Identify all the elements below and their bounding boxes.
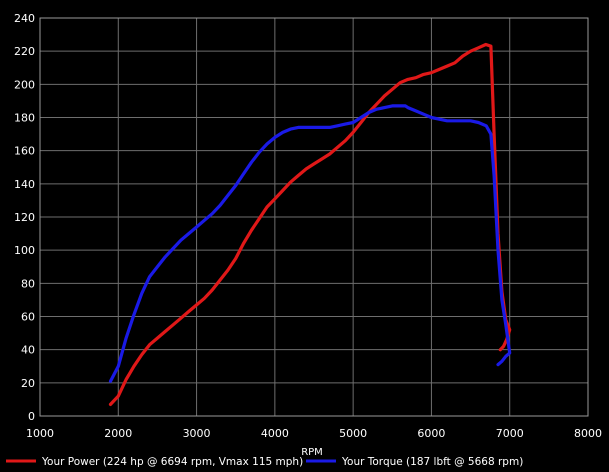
y-tick-label: 140 xyxy=(14,178,35,191)
y-tick-label: 200 xyxy=(14,78,35,91)
plot-frame xyxy=(39,17,589,417)
x-tick-label: 2000 xyxy=(104,427,132,440)
torque-series-line xyxy=(108,104,512,383)
y-tick-label: 60 xyxy=(21,311,35,324)
y-tick-label: 180 xyxy=(14,112,35,125)
x-tick-label: 3000 xyxy=(183,427,211,440)
y-tick-label: 40 xyxy=(21,344,35,357)
power-series-line xyxy=(108,42,512,406)
series xyxy=(108,42,512,406)
y-tick-label: 0 xyxy=(28,410,35,423)
x-tick-label: 4000 xyxy=(261,427,289,440)
y-tick-label: 80 xyxy=(21,277,35,290)
x-tick-label: 6000 xyxy=(417,427,445,440)
y-tick-label: 240 xyxy=(14,12,35,25)
legend-power-label: Your Power (224 hp @ 6694 rpm, Vmax 115 … xyxy=(41,456,303,468)
y-tick-label: 220 xyxy=(14,45,35,58)
y-tick-label: 160 xyxy=(14,145,35,158)
y-tick-label: 120 xyxy=(14,211,35,224)
x-tick-label: 8000 xyxy=(574,427,602,440)
x-tick-label: 7000 xyxy=(496,427,524,440)
x-tick-label: 1000 xyxy=(26,427,54,440)
legend-torque-label: Your Torque (187 lbft @ 5668 rpm) xyxy=(341,456,523,468)
legend: Your Power (224 hp @ 6694 rpm, Vmax 115 … xyxy=(6,456,523,468)
x-tick-label: 5000 xyxy=(339,427,367,440)
tick-labels: 0 20 40 60 80 100 120 140 160 180 200 220 240 1000 200… xyxy=(14,12,602,440)
x-axis-title: RPM xyxy=(301,447,323,458)
y-tick-label: 100 xyxy=(14,244,35,257)
y-tick-label: 20 xyxy=(21,377,35,390)
